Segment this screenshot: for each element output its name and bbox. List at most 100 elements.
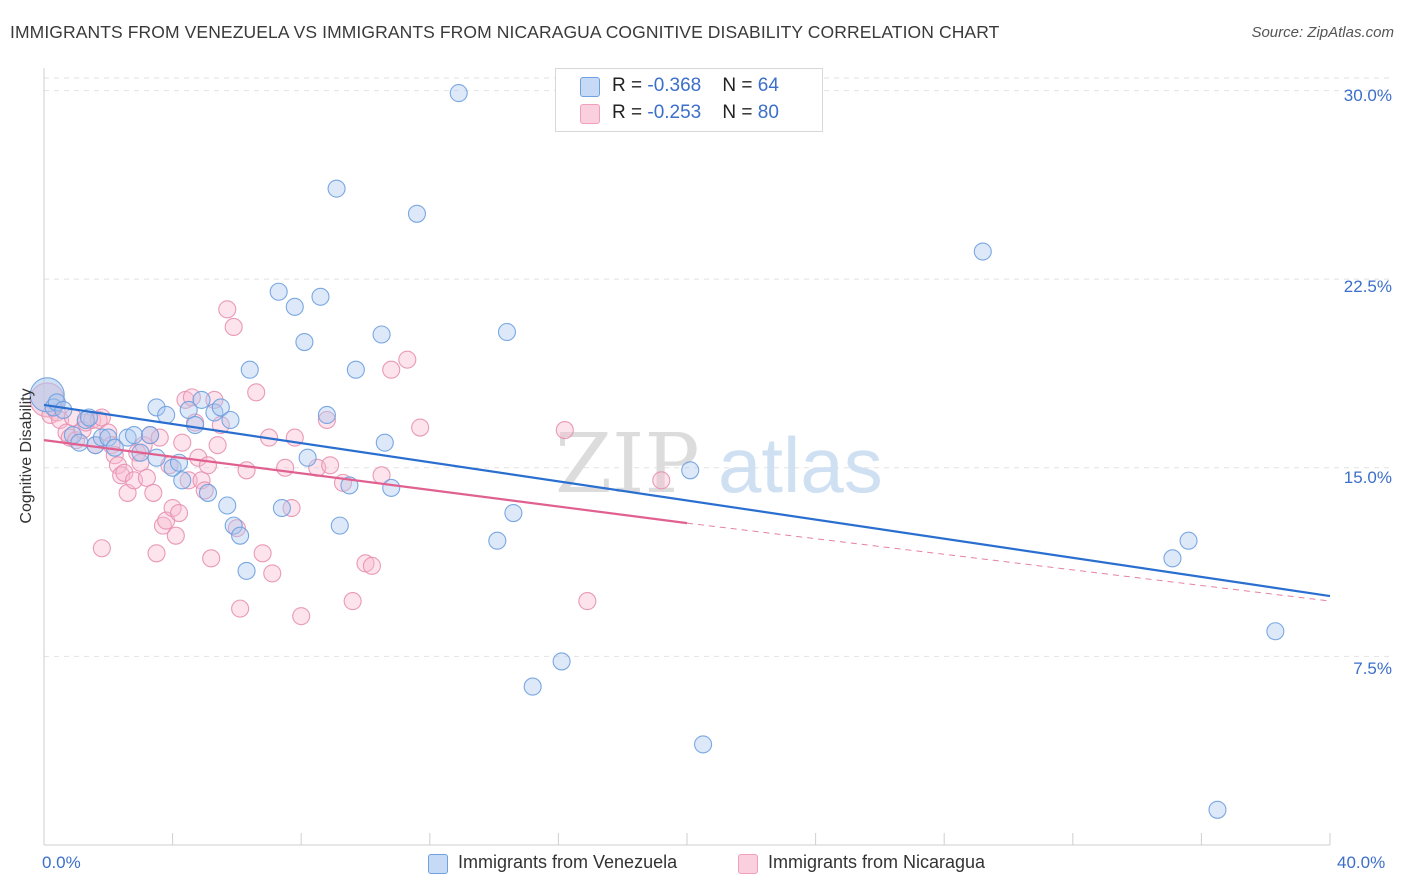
nicaragua-point (343, 592, 362, 611)
nicaragua-point (169, 504, 189, 523)
r-value-venezuela: -0.368 (647, 75, 702, 96)
venezuela-point (382, 478, 401, 497)
x-tick-label-max: 40.0% (1337, 853, 1386, 872)
venezuela-point (173, 471, 192, 490)
venezuela-point (221, 410, 240, 430)
venezuela-point (488, 531, 507, 550)
nicaragua-point (189, 448, 208, 467)
venezuela-point (237, 561, 256, 580)
source-credit: Source: ZipAtlas.com (1251, 24, 1394, 41)
watermark-atlas: atlas (718, 421, 883, 509)
nicaragua-point (276, 458, 295, 477)
legend-label-venezuela: Immigrants from Venezuela (458, 852, 678, 872)
venezuela-point (504, 504, 523, 523)
nicaragua-point (202, 549, 221, 568)
nicaragua-point (137, 468, 156, 487)
venezuela-point (317, 405, 336, 425)
nicaragua-point (218, 300, 237, 319)
n-value-nicaragua: 80 (757, 102, 779, 123)
venezuela-point (449, 84, 468, 103)
venezuela-point (272, 498, 291, 518)
venezuela-point (224, 516, 243, 535)
nicaragua-point (247, 383, 266, 402)
venezuela-point (1266, 622, 1285, 641)
venezuela-point (681, 461, 700, 480)
trend-line (43, 439, 688, 525)
nicaragua-point (108, 456, 127, 475)
nicaragua-point (147, 544, 166, 563)
nicaragua-point (205, 390, 224, 409)
n-label: N = (722, 102, 758, 123)
nicaragua-point (144, 483, 163, 502)
nicaragua-point (282, 498, 301, 518)
correlation-stats-box: R = -0.368 N = 64 R = -0.253 N = 80 (555, 68, 823, 132)
venezuela-point (99, 428, 118, 447)
nicaragua-point (382, 360, 401, 379)
venezuela-point (29, 377, 65, 413)
venezuela-point (269, 282, 288, 301)
venezuela-point (192, 390, 211, 409)
r-label: R = (612, 102, 648, 123)
nicaragua-point (237, 461, 256, 480)
venezuela-legend-swatch (428, 854, 448, 874)
venezuela-point (1163, 549, 1182, 568)
venezuela-point (694, 735, 713, 754)
chart-title: IMMIGRANTS FROM VENEZUELA VS IMMIGRANTS … (10, 22, 1000, 42)
nicaragua-point (166, 526, 185, 545)
nicaragua-point (411, 418, 430, 437)
venezuela-point (298, 448, 317, 467)
venezuela-point (346, 360, 365, 379)
venezuela-point (295, 332, 314, 352)
nicaragua-point (153, 516, 173, 535)
nicaragua-point (198, 456, 218, 475)
venezuela-point (218, 496, 237, 515)
venezuela-point (124, 426, 144, 445)
y-tick-label: 7.5% (1353, 659, 1392, 678)
nicaragua-point (362, 556, 381, 575)
nicaragua-point (115, 463, 134, 482)
nicaragua-point (253, 544, 272, 563)
venezuela-point (70, 433, 89, 452)
y-tick-label: 30.0% (1343, 86, 1392, 105)
nicaragua-point (321, 456, 340, 475)
nicaragua-point (555, 421, 574, 440)
venezuela-point (523, 677, 542, 696)
venezuela-point (54, 400, 73, 419)
r-label: R = (612, 75, 648, 96)
venezuela-point (147, 448, 166, 467)
venezuela-point (497, 322, 517, 342)
nicaragua-point (292, 607, 311, 626)
venezuela-point (552, 652, 571, 671)
trend-line-extension (686, 522, 1331, 602)
venezuela-swatch (580, 77, 600, 97)
legend-label-nicaragua: Immigrants from Nicaragua (768, 852, 986, 872)
venezuela-point (407, 204, 426, 223)
venezuela-point (372, 325, 391, 344)
trend-lines (43, 403, 1331, 602)
venezuela-point (1208, 800, 1227, 819)
axis-layer (43, 68, 1331, 846)
venezuela-point (231, 526, 250, 545)
venezuela-point (973, 242, 992, 261)
venezuela-points (29, 84, 1285, 819)
nicaragua-point (92, 539, 111, 558)
nicaragua-point (231, 599, 250, 618)
venezuela-point (157, 405, 176, 425)
nicaragua-point (578, 592, 597, 611)
nicaragua-legend-swatch (738, 854, 758, 874)
nicaragua-point (179, 471, 198, 490)
nicaragua-point (317, 410, 336, 430)
n-value-venezuela: 64 (757, 75, 779, 96)
venezuela-point (179, 400, 198, 419)
venezuela-point (211, 398, 230, 417)
watermark: ZIP atlas (555, 417, 883, 512)
venezuela-point (327, 179, 346, 198)
venezuela-point (330, 516, 349, 535)
nicaragua-point (173, 433, 192, 452)
venezuela-point (198, 483, 218, 502)
nicaragua-point (195, 481, 214, 500)
y-tick-label: 15.0% (1343, 468, 1392, 487)
nicaragua-swatch (580, 104, 600, 124)
venezuela-point (141, 426, 160, 445)
